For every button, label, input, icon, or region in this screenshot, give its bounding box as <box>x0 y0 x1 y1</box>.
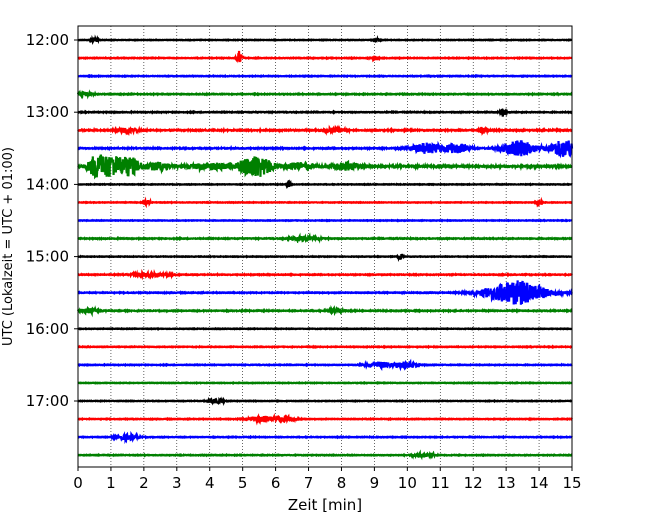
trace-1315 <box>77 124 573 137</box>
trace-1200 <box>77 34 573 45</box>
plot-frame <box>77 25 573 468</box>
x-tick-label: 0 <box>73 474 83 492</box>
y-tick-label: 13:00 <box>26 103 69 121</box>
x-tick-label: 1 <box>106 474 116 492</box>
x-tick-label: 8 <box>337 474 347 492</box>
y-tick-label: 14:00 <box>26 175 69 193</box>
x-tick-label: 15 <box>562 474 581 492</box>
trace-1245 <box>76 89 573 100</box>
trace-1730 <box>77 430 573 445</box>
trace-1500 <box>77 253 573 262</box>
x-tick-label: 3 <box>172 474 182 492</box>
x-tick-label: 9 <box>370 474 380 492</box>
trace-1400 <box>77 179 573 190</box>
trace-1345 <box>77 154 573 180</box>
x-tick-label: 13 <box>497 474 516 492</box>
x-tick-label: 7 <box>304 474 314 492</box>
x-tick-label: 5 <box>238 474 248 492</box>
x-tick-label: 14 <box>530 474 549 492</box>
x-tick-label: 2 <box>139 474 149 492</box>
trace-1715 <box>77 412 573 426</box>
x-tick-label: 11 <box>431 474 450 492</box>
trace-1515 <box>77 268 573 281</box>
trace-1615 <box>77 344 573 350</box>
trace-group <box>76 34 574 461</box>
y-tick-label: 12:00 <box>26 31 69 49</box>
trace-1530 <box>77 280 573 305</box>
x-tick-label: 10 <box>398 474 417 492</box>
x-tick-label: 12 <box>464 474 483 492</box>
trace-1230 <box>77 73 573 79</box>
y-tick-label: 16:00 <box>26 320 69 338</box>
trace-1545 <box>76 305 573 318</box>
trace-1745 <box>77 449 573 461</box>
trace-1700 <box>77 396 573 407</box>
trace-1445 <box>77 232 573 244</box>
trace-1415 <box>77 196 573 209</box>
y-tick-label: 17:00 <box>26 392 69 410</box>
axis-ticks: 0 1 2 3 4 5 6 7 8 9 10 11 12 13 14 1512:0013:0014:0015:… <box>26 31 582 492</box>
y-tick-label: 15:00 <box>26 248 69 266</box>
x-tick-label: 6 <box>271 474 281 492</box>
trace-1330 <box>77 140 574 159</box>
trace-1215 <box>77 50 573 64</box>
y-axis-label: UTC (Lokalzeit = UTC + 01:00) <box>1 147 16 346</box>
trace-1630 <box>77 358 573 372</box>
trace-1300 <box>77 108 573 117</box>
x-tick-label: 4 <box>205 474 215 492</box>
x-axis-label: Zeit [min] <box>288 496 362 514</box>
